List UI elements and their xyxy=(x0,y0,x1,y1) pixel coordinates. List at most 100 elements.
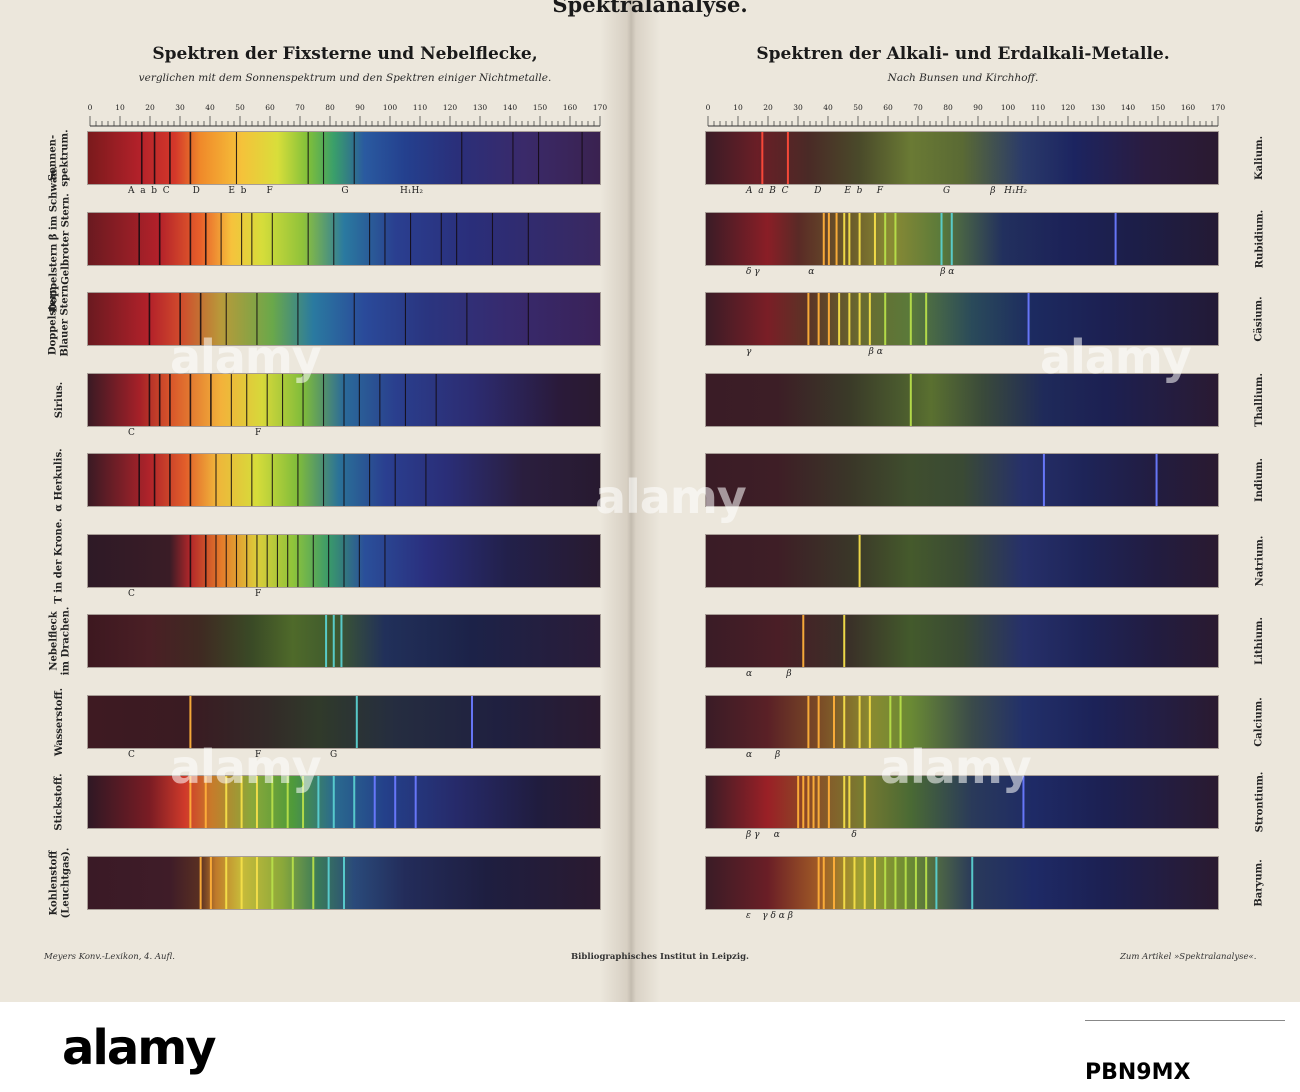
spectrum-label-text: Sirius. xyxy=(53,381,65,418)
spectrum-label: Indium. xyxy=(1230,450,1290,510)
spectrum-band xyxy=(706,534,1218,587)
footer-publication: Meyers Konv.-Lexikon, 4. Aufl. xyxy=(44,952,175,962)
spectrum-band xyxy=(706,776,1218,828)
spectrum-band xyxy=(88,373,600,426)
watermark: alamy xyxy=(170,330,322,384)
spectrum-band xyxy=(88,454,600,506)
spectrum-label: Baryum. xyxy=(1230,853,1290,913)
scale-tick-label: 120 xyxy=(443,103,458,112)
scale-tick-label: 10 xyxy=(115,103,125,112)
spectrum-label: Cäsium. xyxy=(1230,289,1290,349)
scale-tick-label: 170 xyxy=(1211,103,1226,112)
scale-tick-label: 150 xyxy=(1151,103,1166,112)
scale-tick-label: 40 xyxy=(205,103,215,112)
spectrum-label: Strontium. xyxy=(1230,772,1290,833)
scale-tick-label: 0 xyxy=(706,103,711,112)
scale-tick-label: 150 xyxy=(533,103,548,112)
spectrum-label: Lithium. xyxy=(1230,611,1290,671)
scale-tick-label: 160 xyxy=(563,103,578,112)
scale-tick-label: 80 xyxy=(325,103,335,112)
right-subtitle: Nach Bunsen und Kirchhoff. xyxy=(887,72,1039,84)
spectrum-label-text: Thallium. xyxy=(1253,372,1265,427)
spectral-line-markers: ε γ δ α β xyxy=(746,910,793,921)
spectrum-label-text: Baryum. xyxy=(1254,858,1265,907)
page-title: Spektralanalyse. xyxy=(552,0,748,17)
spectrum-label-text: Lithium. xyxy=(1253,617,1265,665)
spectrum-label-text: Natrium. xyxy=(1253,535,1265,586)
spectrum-label: Rubidium. xyxy=(1230,209,1290,269)
spectrum-label: Sirius. xyxy=(30,370,90,430)
spectral-line-markers: δ γ α β α xyxy=(746,266,955,277)
spectrum-band xyxy=(706,615,1218,667)
scale-tick-label: 100 xyxy=(1001,103,1016,112)
spectrum-label: Kalium. xyxy=(1230,128,1290,188)
scale-tick-label: 110 xyxy=(1031,103,1046,112)
right-wavelength-scale: 0 10 20 30 40 50 60 70 80 90 100 110 120 130 140 150 160… xyxy=(706,103,1226,127)
watermark: alamy xyxy=(880,740,1032,794)
spectrum-label-text: Doppelstern. Blauer Stern. xyxy=(48,281,71,357)
spectrum-label-text: Calcium. xyxy=(1254,696,1265,747)
spectrum-band xyxy=(88,856,600,909)
spectrum-label-text: Kalium. xyxy=(1253,135,1265,181)
scale-tick-label: 30 xyxy=(175,103,185,112)
spectrum-band xyxy=(88,293,600,345)
spectrum-band xyxy=(88,615,600,667)
spectrum-label-text: Nebelfleck im Drachen. xyxy=(48,606,72,676)
left-wavelength-scale: 0 10 20 30 40 50 60 70 80 90 100 110 120 130 140 150 160… xyxy=(88,103,607,127)
stock-banner xyxy=(0,1002,1300,1092)
spectral-line-markers: β γ α δ xyxy=(746,830,857,840)
spectrum-label: Doppelstern. Blauer Stern. xyxy=(30,281,90,356)
scale-tick-label: 50 xyxy=(235,103,245,112)
scale-tick-label: 130 xyxy=(473,103,488,112)
spectrum-band xyxy=(706,856,1218,909)
scale-tick-label: 160 xyxy=(1181,103,1196,112)
scale-tick-label: 140 xyxy=(503,103,518,112)
spectrum-label: Wasserstoff. xyxy=(30,687,90,755)
spectrum-label: Nebelfleck im Drachen. xyxy=(30,607,90,676)
scale-tick-label: 90 xyxy=(973,103,983,112)
watermark: alamy xyxy=(170,740,322,794)
image-id: PBN9MX xyxy=(1085,1060,1191,1085)
scale-tick-label: 50 xyxy=(853,103,863,112)
scale-tick-label: 60 xyxy=(883,103,893,112)
scale-tick-label: 80 xyxy=(943,103,953,112)
spectrum-label: α Herkulis. xyxy=(30,448,90,512)
spectrum-band xyxy=(88,534,600,587)
scale-tick-label: 0 xyxy=(88,103,93,112)
spectrum-label: Natrium. xyxy=(1230,531,1290,591)
spectral-line-markers: C F xyxy=(128,427,262,438)
scale-tick-label: 20 xyxy=(145,103,155,112)
spectrum-band xyxy=(88,132,600,184)
watermark: alamy xyxy=(1040,330,1192,384)
scale-tick-label: 140 xyxy=(1121,103,1136,112)
book-gutter xyxy=(600,0,660,1002)
left-subtitle: verglichen mit dem Sonnenspektrum und de… xyxy=(138,72,552,84)
left-title: Spektren der Fixsterne und Nebelflecke, xyxy=(152,44,538,64)
spectrum-band xyxy=(706,293,1218,345)
spectrum-label-text: Cäsium. xyxy=(1253,296,1265,342)
spectral-line-markers: γ β α xyxy=(746,347,883,357)
spectrum-label: Stickstoff. xyxy=(30,772,90,832)
spectrum-band xyxy=(88,776,600,828)
scale-tick-label: 110 xyxy=(413,103,428,112)
scale-tick-label: 20 xyxy=(763,103,773,112)
spectrum-band xyxy=(88,695,600,748)
scale-tick-label: 90 xyxy=(355,103,365,112)
scale-tick-label: 40 xyxy=(823,103,833,112)
spectrum-label-text: Indium. xyxy=(1253,457,1265,503)
spectrum-band xyxy=(706,695,1218,748)
scale-tick-label: 70 xyxy=(295,103,305,112)
spectrum-label-text: α Herkulis. xyxy=(54,448,66,512)
divider xyxy=(1085,1020,1285,1021)
spectrum-label: Thallium. xyxy=(1230,370,1290,430)
scale-tick-label: 120 xyxy=(1061,103,1076,112)
spectrum-band xyxy=(706,132,1218,184)
spectral-line-markers: C F xyxy=(128,588,262,599)
spectrum-label-text: Wasserstoff. xyxy=(54,687,65,756)
scale-tick-label: 100 xyxy=(383,103,398,112)
scale-tick-label: 70 xyxy=(913,103,923,112)
spectrum-label-text: T in der Krone. xyxy=(54,517,66,604)
spectrum-label: Calcium. xyxy=(1230,692,1290,752)
spectrum-band xyxy=(706,212,1218,265)
spectral-line-markers: α β xyxy=(746,669,792,679)
